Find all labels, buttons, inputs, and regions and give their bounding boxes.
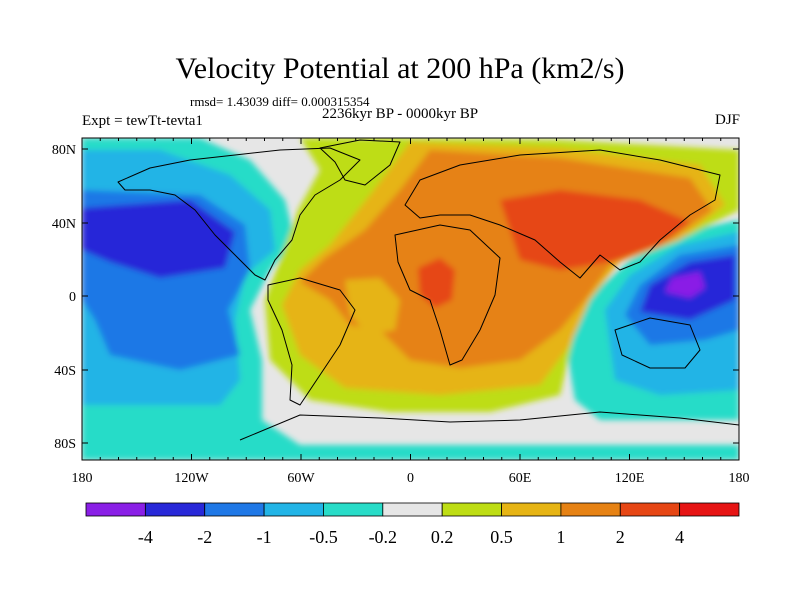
colorbar-label: -0.5	[309, 527, 338, 547]
contour-fill-wpac-peak	[665, 272, 705, 298]
colorbar-label: 4	[675, 527, 684, 547]
colorbar-label: -4	[138, 527, 153, 547]
x-tick-label: 120W	[174, 471, 209, 486]
coast-africa	[394, 224, 501, 366]
coast-australia	[614, 317, 701, 369]
coast-north-america	[117, 147, 361, 281]
colorbar-label: -1	[257, 527, 272, 547]
x-tick-label: 120E	[615, 471, 645, 486]
colorbar-swatch	[382, 502, 443, 517]
colorbar-swatch	[619, 502, 681, 517]
colorbar-swatch	[323, 502, 384, 517]
contour-field	[82, 138, 739, 460]
coast-eurasia	[404, 149, 721, 279]
map-title: Velocity Potential at 200 hPa (km2/s)	[175, 52, 625, 85]
colorbar-swatch	[263, 502, 324, 517]
x-tick-label: 60E	[509, 471, 532, 486]
x-tick-label: 180	[72, 471, 93, 486]
y-tick-label: 80N	[52, 143, 76, 158]
colorbar-label: -0.2	[369, 527, 398, 547]
y-tick-label: 0	[69, 290, 76, 305]
colorbar-label: 0.5	[490, 527, 513, 547]
x-tick-label: 60W	[287, 471, 315, 486]
coastlines	[117, 139, 739, 441]
stats-label: rmsd= 1.43039 diff= 0.000315354	[190, 94, 370, 109]
colorbar-swatch	[204, 502, 265, 517]
period-label: 2236kyr BP - 0000kyr BP	[321, 106, 479, 122]
contour-fill-pacific-max	[82, 200, 235, 278]
colorbar-label: -2	[197, 527, 212, 547]
x-tick-label: 0	[407, 471, 414, 486]
contour-fill-atlantic-dip	[345, 278, 400, 335]
season-label: DJF	[714, 112, 740, 128]
colorbar	[85, 502, 740, 517]
y-tick-label: 80S	[54, 437, 76, 452]
colorbar-swatch	[85, 502, 146, 517]
coast-antarctica	[239, 411, 739, 441]
coast-greenland	[319, 139, 401, 186]
colorbar-swatch	[441, 502, 502, 517]
contour-fill-positive-max	[500, 190, 690, 270]
experiment-label: Expt = tewTt-tevta1	[82, 113, 203, 129]
colorbar-label: 1	[556, 527, 565, 547]
colorbar-label: 2	[616, 527, 625, 547]
y-tick-label: 40N	[52, 217, 76, 232]
y-tick-label: 40S	[54, 364, 76, 379]
colorbar-swatch	[679, 502, 740, 517]
x-tick-label: 180	[729, 471, 750, 486]
colorbar-label: 0.2	[431, 527, 454, 547]
coast-south-america	[267, 277, 356, 406]
contour-fill-africa-max	[418, 258, 455, 308]
colorbar-swatch	[560, 502, 621, 517]
colorbar-swatch	[144, 502, 206, 517]
colorbar-swatch	[501, 502, 562, 517]
